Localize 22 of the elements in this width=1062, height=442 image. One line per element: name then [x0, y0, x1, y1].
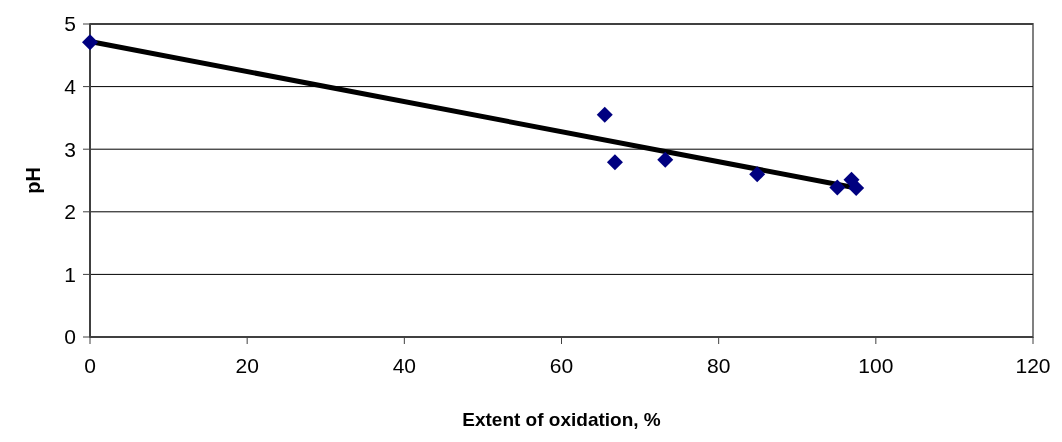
- x-tick-label: 100: [858, 354, 894, 377]
- point: [848, 180, 865, 197]
- point: [657, 151, 674, 168]
- point: [749, 166, 766, 183]
- y-axis-title: pH: [22, 167, 44, 194]
- y-tick-label: 1: [64, 262, 76, 286]
- x-axis-title: Extent of oxidation, %: [462, 409, 661, 430]
- x-tick-label: 0: [84, 354, 96, 377]
- x-tick-label: 40: [392, 354, 417, 377]
- y-tick-label: 5: [64, 12, 76, 36]
- y-tick-label: 4: [64, 74, 77, 98]
- point: [829, 179, 846, 196]
- x-tick-label: 80: [706, 354, 731, 377]
- point: [82, 34, 98, 51]
- y-tick-label: 3: [64, 137, 76, 161]
- point: [596, 106, 613, 123]
- x-tick-label: 20: [235, 354, 259, 377]
- y-tick-label: 2: [64, 200, 76, 224]
- point: [606, 154, 623, 171]
- y-tick-label: 0: [64, 325, 76, 349]
- x-tick-label: 60: [549, 354, 574, 377]
- x-tick-label: 120: [1015, 354, 1051, 377]
